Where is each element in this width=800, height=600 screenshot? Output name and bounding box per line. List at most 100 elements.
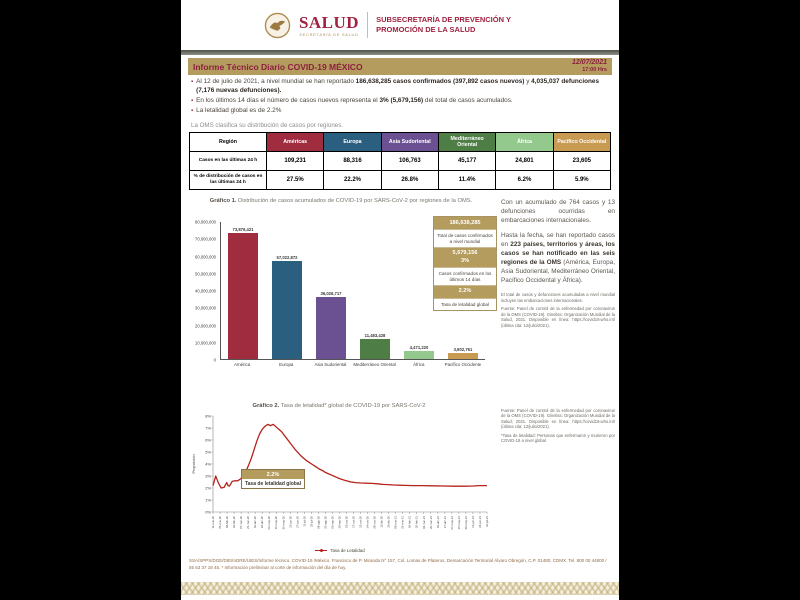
- table-row-label: Casos en las últimas 24 h: [189, 151, 267, 171]
- text-segment: (América, Europa, Asia Sudoriental, Medi…: [501, 258, 615, 284]
- chart2-tick-label: 01-may-21: [450, 516, 454, 530]
- chart2-tick-label: 22-feb-20: [232, 516, 236, 528]
- side-footnote-source: Fuente: Panel de control de la enfermeda…: [501, 306, 615, 328]
- stat-box-row: Tasa de letalidad global: [434, 299, 496, 310]
- chart1-plot-area: 73,876,421 57,022,872 36,026,717 11,483,428…: [220, 222, 485, 360]
- side-footnote-total: El total de casos y defunciones acumulad…: [501, 292, 615, 303]
- chart2-annotation-label: Tasa de letalidad global: [244, 480, 302, 487]
- chart2-tick-label: 10-jul-21: [485, 516, 489, 527]
- side-column: Con un acumulado de 764 casos y 13 defun…: [501, 199, 615, 331]
- chart2-tick-label: 17-abr-21: [443, 516, 447, 529]
- chart2-tick-label: 03-abr-21: [436, 516, 440, 529]
- table-row: Casos en las últimas 24 h 109,231 88,316 10…: [189, 151, 612, 171]
- bullet-text: En los últimos 14 días el número de caso…: [196, 97, 513, 106]
- chart2-title: Gráfico 2. Tasa de letalidad* global de …: [189, 403, 489, 409]
- chart2-side-notes: Fuente: Panel de control de la enfermeda…: [501, 408, 615, 447]
- brand-block: SALUD SECRETARÍA DE SALUD: [299, 14, 359, 37]
- chart2-tick-label: 17-oct-20: [352, 516, 356, 528]
- table-cell-value: 23,605: [552, 151, 612, 171]
- table-header-row: Región Américas Europa Asia Sudoriental Medi…: [189, 132, 612, 152]
- chart2-tick-label: 15-may-21: [457, 516, 461, 530]
- chart1-bar-column: 11,483,428: [353, 222, 397, 359]
- chart2-tick-label: 8%: [205, 413, 211, 418]
- chart1-category-label: Pacífico Occidente: [444, 362, 482, 367]
- stat-box-line: 3%: [460, 257, 470, 264]
- chart2-source-note: Fuente: Panel de control de la enfermeda…: [501, 408, 615, 430]
- stat-box-row: Casos confirmados en los últimos 14 días: [434, 268, 496, 286]
- chart2-tick-label: 04-abr-20: [253, 516, 257, 529]
- bullet-marker-icon: ▪: [191, 79, 194, 85]
- chart2-tick-label: 31-oct-20: [359, 516, 363, 528]
- bold-text-segment: 4,035,037 defunciones (7,176 nuevas defu…: [196, 78, 600, 94]
- chart2-title-text: Tasa de letalidad* global de COVID-19 po…: [279, 403, 426, 409]
- table-cell-value: 22.2%: [323, 170, 382, 190]
- chart1-bar-column: 57,022,872: [265, 222, 309, 359]
- chart2-tick-label: 28-nov-20: [373, 516, 377, 529]
- summary-bullet: ▪ La letalidad global es de 2.2%: [191, 107, 609, 116]
- footer-text: SSA/SPPS/DGE/DIE/InDRE/UIES/Informe técn…: [189, 558, 607, 570]
- text-segment: del total de casos acumulados.: [423, 96, 513, 104]
- chart2-title-label: Gráfico 2.: [252, 403, 280, 409]
- chart1-category-label: Asia Sudoriental: [314, 362, 347, 367]
- chart2-tick-label: 22-ago-20: [323, 516, 327, 529]
- text-segment: Al 12 de julio de 2021, a nivel mundial …: [196, 78, 356, 85]
- bold-text-segment: 186,638,285 casos confirmados (397,892 c…: [355, 78, 525, 85]
- table-header-cell: Asia Sudoriental: [380, 132, 439, 152]
- table-cell-value: 106,763: [380, 151, 439, 171]
- chart2-tick-label: 1%: [205, 497, 211, 502]
- chart2-tick-label: 18-abr-20: [260, 516, 264, 529]
- table-header-cell: Pacífico Occidental: [552, 132, 612, 152]
- chart2-tick-label: 11-ene-20: [211, 516, 215, 529]
- table-header-cell: Mediterráneo Oriental: [437, 132, 497, 152]
- table-cell-value: 24,801: [495, 151, 554, 171]
- stat-box-line: Tasa de letalidad global: [440, 301, 489, 307]
- table-cell-value: 45,177: [437, 151, 497, 171]
- text-segment: En los últimos 14 días el número de caso…: [196, 96, 380, 104]
- table-cell-value: 26.8%: [380, 170, 439, 190]
- table-header-cell: Américas: [265, 132, 325, 152]
- header-separator-band: [181, 50, 619, 55]
- text-segment: y: [524, 78, 532, 85]
- chart2-tick-label: 26-dic-20: [387, 516, 391, 528]
- chart2-tick-label: 12-dic-20: [380, 516, 384, 528]
- chart1-category-label: África: [413, 362, 425, 367]
- chart1-bar-column: 36,026,717: [309, 222, 353, 359]
- stat-box-line: 2.2%: [458, 288, 472, 295]
- chart1-bar: [360, 339, 390, 359]
- chart1-category-label: Mediterráneo Oriental: [353, 362, 396, 367]
- document-header: SALUD SECRETARÍA DE SALUD SUBSECRETARÍA …: [181, 0, 619, 50]
- chart1-bar: [404, 351, 434, 359]
- table-cell-value: 88,316: [323, 151, 382, 171]
- chart2-tick-label: 19-sep-20: [337, 516, 341, 529]
- table-cell-value: 11.4%: [437, 170, 497, 190]
- chart2-tick-label: 12-jun-21: [471, 516, 475, 528]
- stat-box-row: 186,638,285: [434, 217, 496, 231]
- bullet-text: La letalidad global es de 2.2%: [196, 107, 281, 116]
- chart1-title-label: Gráfico 1.: [209, 198, 237, 204]
- chart2-tick-label: 21-mar-20: [246, 516, 250, 529]
- chart1-bar: [448, 352, 478, 359]
- table-cell-value: 109,231: [265, 151, 325, 171]
- report-time: 17:00 Hrs: [582, 67, 607, 74]
- chart1-bar-value-label: 73,876,421: [232, 226, 254, 232]
- table-header-cell: Europa: [323, 132, 382, 152]
- chart1-bar: [316, 297, 346, 359]
- chart2-definition-note: *Tasa de letalidad: Personas que enferma…: [501, 432, 615, 444]
- chart2-tick-label: 4%: [205, 461, 211, 466]
- stat-box-line: Total de casos confirmados a nivel mundi…: [437, 232, 493, 244]
- bold-text-segment: 3% (5,679,156): [379, 96, 424, 104]
- stat-box-row: 2.2%: [434, 285, 496, 299]
- chart1-bar-value-label: 3,802,761: [453, 346, 473, 352]
- chart1-y-tick-label: 30,000,000: [195, 305, 216, 311]
- chart2-annotation-box: 2.2% Tasa de letalidad global: [241, 469, 305, 490]
- chart2-legend-line-icon: [315, 549, 328, 552]
- chart2-svg: 8% 7% 6% 5% 4% 3% 2% 1% 0%11-ene-20 25-ene-20 08-f…: [191, 413, 489, 530]
- table-cell-value: 27.5%: [265, 170, 325, 190]
- report-datetime: 12/07/2021 17:00 Hrs: [572, 59, 607, 73]
- stat-box-line: 186,638,285: [449, 219, 481, 226]
- table-row: % de distribución de casos en las última…: [189, 170, 612, 190]
- chart1-bar-column: 4,471,220: [397, 222, 441, 359]
- chart1-y-tick-label: 10,000,000: [195, 340, 216, 346]
- chart2-tick-label: 06-feb-21: [408, 516, 412, 528]
- chart2-annotation-value: 2.2%: [242, 470, 304, 479]
